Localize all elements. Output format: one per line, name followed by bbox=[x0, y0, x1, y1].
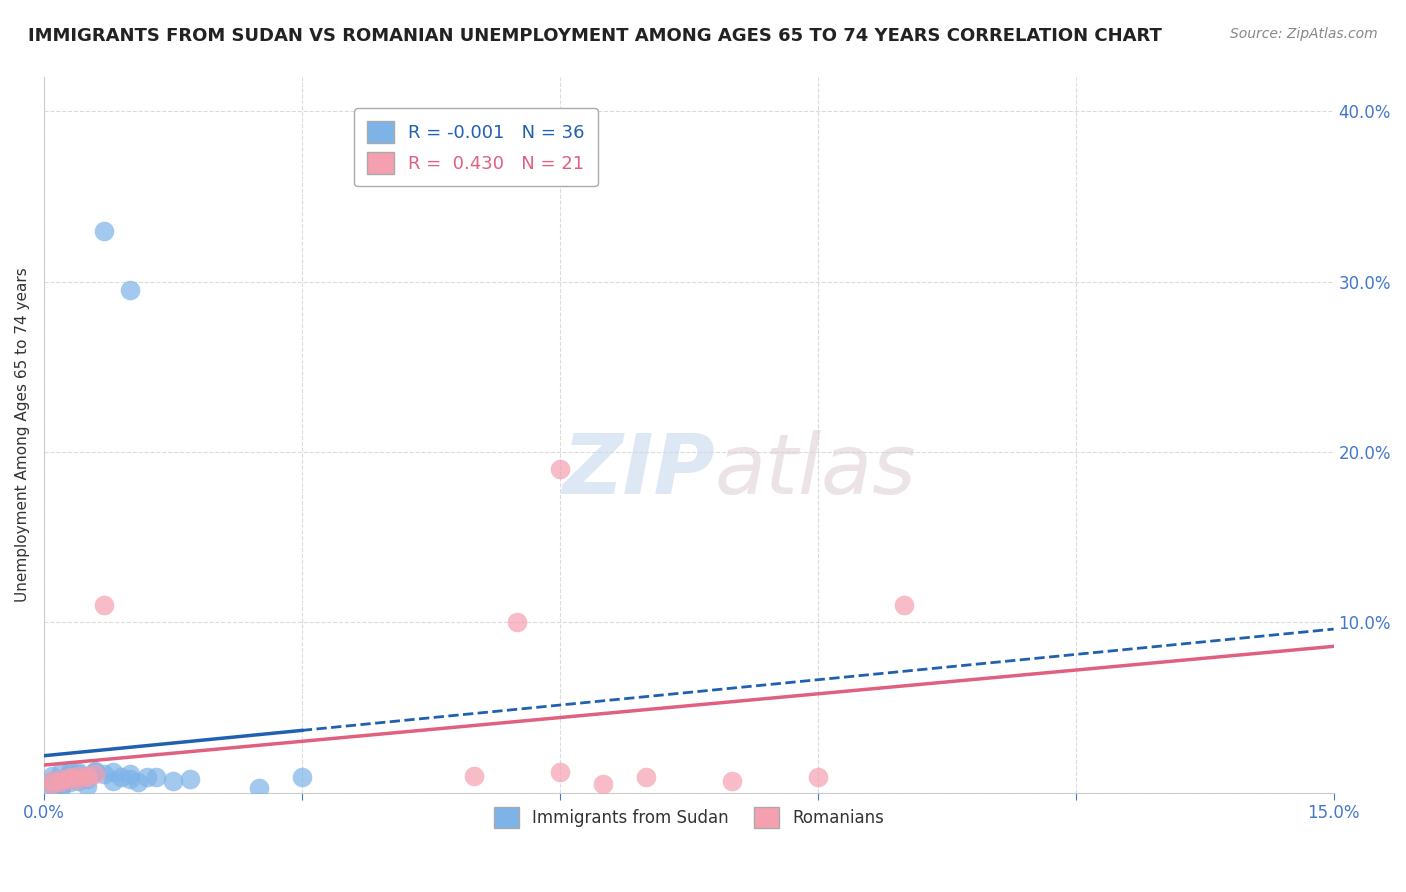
Point bbox=[548, 462, 571, 476]
Point bbox=[463, 769, 485, 783]
Point bbox=[247, 780, 270, 795]
Point bbox=[548, 765, 571, 780]
Point bbox=[506, 615, 529, 630]
Point bbox=[162, 773, 184, 788]
Point bbox=[807, 770, 830, 784]
Point bbox=[59, 772, 82, 786]
Point bbox=[93, 224, 115, 238]
Point bbox=[118, 772, 141, 786]
Point bbox=[101, 765, 124, 780]
Point bbox=[41, 773, 63, 788]
Text: atlas: atlas bbox=[714, 430, 917, 511]
Point bbox=[49, 777, 72, 791]
Point bbox=[592, 777, 614, 791]
Point bbox=[893, 599, 915, 613]
Point bbox=[41, 777, 63, 791]
Point bbox=[118, 767, 141, 781]
Point bbox=[41, 780, 63, 795]
Point bbox=[59, 764, 82, 778]
Point bbox=[41, 777, 63, 791]
Text: Source: ZipAtlas.com: Source: ZipAtlas.com bbox=[1230, 27, 1378, 41]
Point bbox=[76, 769, 98, 783]
Point bbox=[84, 765, 107, 780]
Point bbox=[110, 770, 132, 784]
Point bbox=[59, 770, 82, 784]
Point bbox=[93, 767, 115, 781]
Legend: Immigrants from Sudan, Romanians: Immigrants from Sudan, Romanians bbox=[486, 801, 890, 834]
Point bbox=[84, 767, 107, 781]
Y-axis label: Unemployment Among Ages 65 to 74 years: Unemployment Among Ages 65 to 74 years bbox=[15, 268, 30, 602]
Point bbox=[67, 765, 90, 780]
Text: IMMIGRANTS FROM SUDAN VS ROMANIAN UNEMPLOYMENT AMONG AGES 65 TO 74 YEARS CORRELA: IMMIGRANTS FROM SUDAN VS ROMANIAN UNEMPL… bbox=[28, 27, 1161, 45]
Point bbox=[127, 775, 149, 789]
Point bbox=[49, 765, 72, 780]
Point bbox=[101, 773, 124, 788]
Point bbox=[145, 770, 167, 784]
Point bbox=[136, 770, 159, 784]
Point bbox=[291, 770, 314, 784]
Point bbox=[49, 780, 72, 795]
Point bbox=[67, 769, 90, 783]
Point bbox=[720, 773, 742, 788]
Point bbox=[93, 599, 115, 613]
Point bbox=[59, 775, 82, 789]
Point bbox=[634, 770, 657, 784]
Point bbox=[67, 772, 90, 786]
Point bbox=[179, 772, 201, 786]
Point bbox=[49, 779, 72, 793]
Point bbox=[76, 779, 98, 793]
Point bbox=[67, 773, 90, 788]
Point bbox=[41, 773, 63, 788]
Point bbox=[59, 767, 82, 781]
Point bbox=[76, 770, 98, 784]
Point bbox=[49, 772, 72, 786]
Point bbox=[118, 283, 141, 297]
Point bbox=[67, 767, 90, 781]
Point bbox=[59, 769, 82, 783]
Point bbox=[76, 772, 98, 786]
Point bbox=[49, 775, 72, 789]
Point bbox=[49, 772, 72, 786]
Point bbox=[84, 764, 107, 778]
Text: ZIP: ZIP bbox=[562, 430, 714, 511]
Point bbox=[41, 769, 63, 783]
Point bbox=[76, 769, 98, 783]
